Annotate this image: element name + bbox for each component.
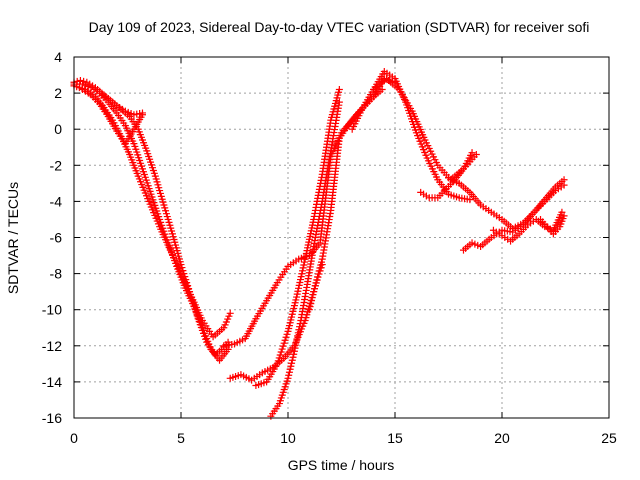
data-point [466,196,474,204]
data-point [294,332,302,340]
data-point [296,320,304,328]
series-satellite-track-l [370,75,480,184]
x-tick-labels: 0 5 10 15 20 25 [70,430,617,446]
data-point [274,357,282,365]
series-satellite-track-p [489,208,566,245]
series-satellite-track-g [226,85,386,384]
y-tick-label: 0 [54,121,62,137]
data-point [285,371,293,379]
data-point [335,85,343,93]
data-point [315,270,323,278]
data-point [279,342,287,350]
data-point [472,150,480,158]
y-tick-label: -10 [42,302,62,318]
data-point [290,350,298,358]
data-point [295,326,303,334]
data-point [278,345,286,353]
x-tick-label: 25 [601,430,617,446]
data-point [292,341,300,349]
data-point [283,330,291,338]
data-point [317,264,325,272]
y-tick-label: -4 [50,193,63,209]
data-point [296,323,304,331]
data-point [280,339,288,347]
data-point [560,176,568,184]
series-satellite-track-d [79,85,146,148]
data-point [335,98,343,106]
data-point [318,261,326,269]
data-point [308,294,316,302]
data-points [70,67,568,420]
data-point [289,353,297,361]
data-point [288,356,296,364]
y-tick-label: -12 [42,338,62,354]
series-satellite-track-b [70,80,232,364]
data-point [560,212,568,220]
y-tick-label: 4 [54,49,62,65]
chart-title: Day 109 of 2023, Sidereal Day-to-day VTE… [89,19,590,35]
data-point [307,300,315,308]
data-point [290,347,298,355]
data-point [309,291,317,299]
data-point [224,345,232,353]
data-point [316,267,324,275]
data-point [314,273,322,281]
y-tick-label: -2 [50,157,63,173]
data-point [306,303,314,311]
data-point [294,329,302,337]
data-point [276,351,284,359]
data-point [292,338,300,346]
series-satellite-track-h [252,85,343,390]
series-satellite-track-o [459,176,568,254]
data-point [275,354,283,362]
series-satellite-track-k [348,67,474,204]
series-satellite-track-i [267,98,343,420]
x-tick-label: 15 [387,430,403,446]
x-tick-label: 20 [494,430,510,446]
data-point [293,335,301,343]
y-tick-label: -14 [42,374,62,390]
data-point [284,374,292,382]
series-satellite-track-q [537,212,568,238]
series-satellite-track-a [70,76,232,359]
data-point [305,306,313,314]
x-tick-label: 10 [280,430,296,446]
y-tick-labels: -16 -14 -12 -10 -8 -6 -4 -2 0 2 4 [42,49,62,426]
data-point [282,333,290,341]
data-point [138,109,146,117]
plot-frame [73,56,610,419]
data-point [177,261,185,269]
data-point [468,149,476,157]
data-point [281,336,289,344]
data-point [273,360,281,368]
y-tick-label: -8 [50,266,63,282]
data-point [226,309,234,317]
data-point [285,368,293,376]
series-satellite-track-m [417,149,476,202]
data-point [308,297,316,305]
grid-lines [74,57,609,418]
series-satellite-track-c [70,82,234,341]
series-satellite-track-j [305,261,326,314]
data-point [288,359,296,367]
y-tick-label: -16 [42,410,62,426]
data-point [286,365,294,373]
data-point [558,208,566,216]
series-satellite-track-e [96,89,146,119]
series-satellite-track-n [445,174,568,232]
x-axis-title: GPS time / hours [288,457,395,473]
data-point [277,348,285,356]
y-tick-label: -6 [50,230,63,246]
data-point [287,362,295,370]
data-point [378,85,386,93]
x-tick-label: 5 [177,430,185,446]
y-tick-label: 2 [54,85,62,101]
data-point [76,76,84,84]
data-point [291,344,299,352]
x-tick-label: 0 [70,430,78,446]
y-axis-title: SDTVAR / TECUs [5,182,21,294]
